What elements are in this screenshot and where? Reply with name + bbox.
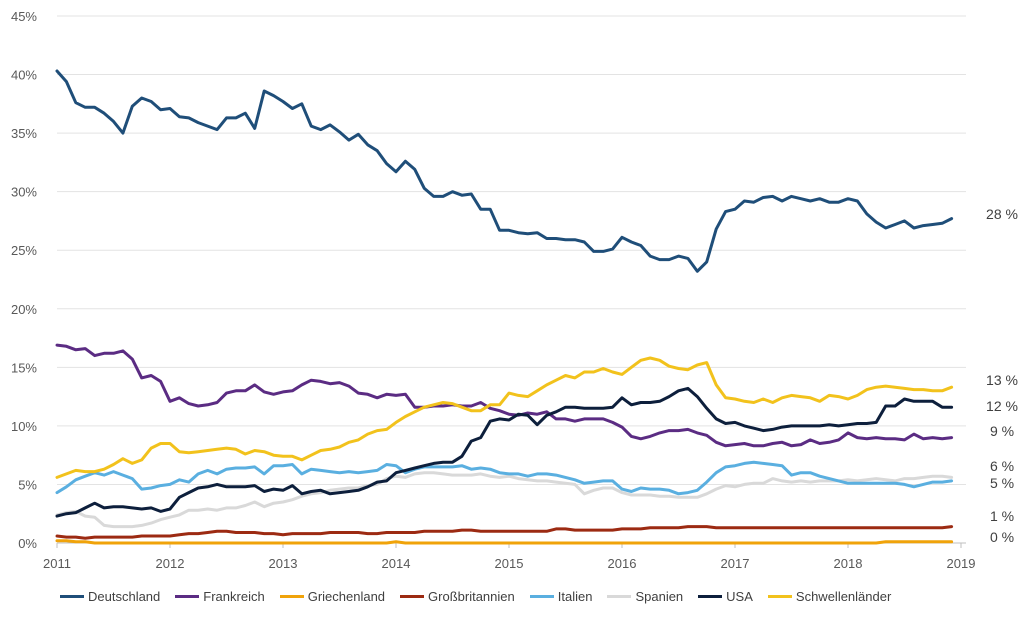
legend-item: Spanien: [607, 589, 683, 604]
y-tick-label: 20%: [11, 302, 37, 317]
y-tick-label: 10%: [11, 419, 37, 434]
end-label-griechenland: 0 %: [990, 529, 1014, 545]
x-tick-label: 2012: [156, 556, 185, 571]
end-label-schwellenländer: 13 %: [986, 372, 1018, 388]
legend-swatch: [767, 594, 792, 598]
series-line-italien: [55, 460, 954, 496]
legend-label: Großbritannien: [428, 588, 515, 604]
legend-swatch: [60, 594, 84, 598]
x-tick-label: 2014: [382, 556, 411, 571]
y-tick-label: 35%: [11, 126, 37, 141]
legend: Deutschland Frankreich Griechenland Großbri…: [60, 586, 906, 606]
series-line-schwellenländer: [55, 356, 954, 479]
legend-item: Großbritannien: [400, 589, 515, 604]
y-axis-tick-labels: 0% 5% 10% 15% 20% 25% 30% 35% 40% 45%: [11, 9, 37, 551]
end-label-usa: 12 %: [986, 398, 1018, 414]
legend-swatch: [607, 594, 632, 598]
y-tick-label: 0%: [18, 536, 37, 551]
legend-label: USA: [726, 588, 753, 604]
legend-swatch: [175, 594, 200, 598]
x-tick-label: 2017: [721, 556, 750, 571]
y-tick-label: 45%: [11, 9, 37, 24]
legend-swatch: [400, 594, 425, 598]
y-tick-label: 15%: [11, 360, 37, 375]
legend-item: Schwellenländer: [767, 588, 892, 604]
series-line-usa: [55, 386, 954, 518]
end-label-deutschland: 28 %: [986, 206, 1018, 222]
x-tick-label: 2019: [947, 556, 976, 571]
y-tick-label: 25%: [11, 243, 37, 258]
x-tick-label: 2018: [834, 556, 863, 571]
end-label-spanien: 6 %: [990, 458, 1014, 474]
y-tick-label: 40%: [11, 68, 37, 83]
end-label-italien: 5 %: [990, 475, 1014, 491]
legend-swatch: [698, 594, 723, 598]
series-line-spanien: [55, 471, 954, 529]
series-line-großbritannien: [55, 525, 954, 540]
grid-lines: [57, 15, 966, 544]
x-axis-tick-labels: 2011 2012 2013 2014 2015 2016 2017 2018 2019: [43, 543, 975, 571]
legend-label: Spanien: [635, 588, 684, 604]
series-line-griechenland: [55, 539, 954, 545]
series-end-labels: 28 % 9 % 0 % 1 % 5 %6 % 12 % 13 %: [986, 206, 1018, 545]
legend-swatch: [529, 594, 554, 598]
y-tick-label: 30%: [11, 185, 37, 200]
series-line-frankreich: [55, 343, 954, 448]
legend-item: Italien: [529, 588, 593, 604]
legend-item: Frankreich: [175, 588, 265, 604]
series-line-deutschland: [55, 69, 954, 273]
x-tick-label: 2013: [269, 556, 298, 571]
legend-label: Deutschland: [88, 588, 161, 604]
y-tick-label: 5%: [18, 477, 37, 492]
legend-label: Frankreich: [203, 588, 265, 604]
legend-item: Griechenland: [279, 588, 386, 604]
legend-label: Italien: [557, 588, 593, 604]
legend-item: USA: [698, 589, 753, 604]
series-lines: [55, 69, 954, 545]
legend-swatch: [279, 594, 304, 598]
end-label-frankreich: 9 %: [990, 423, 1014, 439]
x-tick-label: 2015: [495, 556, 524, 571]
x-tick-label: 2011: [43, 556, 71, 571]
legend-label: Schwellenländer: [795, 588, 892, 604]
x-tick-label: 2016: [608, 556, 637, 571]
legend-item: Deutschland: [60, 589, 160, 604]
end-label-großbritannien: 1 %: [990, 508, 1014, 524]
legend-label: Griechenland: [307, 588, 386, 604]
